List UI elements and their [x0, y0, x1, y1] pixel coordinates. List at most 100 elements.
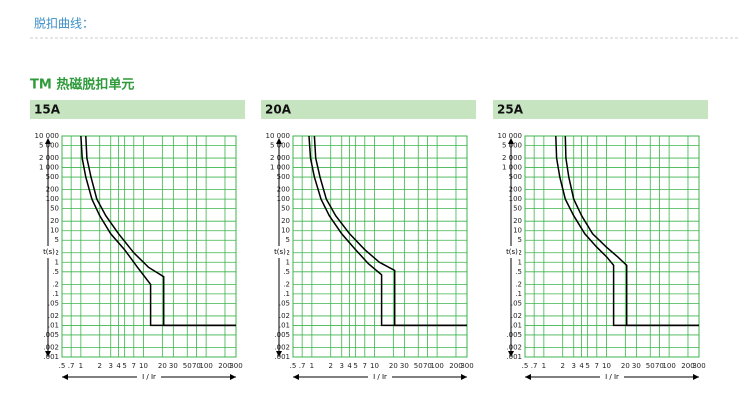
- y-axis-label: t(s): [506, 248, 518, 256]
- y-tick-label: .02: [48, 312, 59, 320]
- y-tick-label: .05: [511, 299, 522, 307]
- y-tick-label: 20: [281, 217, 290, 225]
- label-bg: [137, 372, 161, 382]
- x-tick-label: 70: [655, 362, 664, 370]
- y-tick-label: 1: [286, 258, 290, 266]
- x-tick-label: 1: [79, 362, 83, 370]
- x-tick-label: 30: [632, 362, 641, 370]
- y-tick-label: 500: [46, 173, 59, 181]
- y-tick-label: .005: [506, 331, 522, 339]
- y-tick-label: 10 000: [35, 132, 60, 140]
- x-tick-label: .5: [290, 362, 297, 370]
- x-tick-label: 50: [414, 362, 423, 370]
- y-tick-label: 1: [55, 258, 59, 266]
- x-tick-label: 100: [662, 362, 675, 370]
- y-tick-label: .01: [48, 321, 59, 329]
- x-tick-label: 20: [158, 362, 167, 370]
- y-tick-label: .2: [283, 280, 290, 288]
- x-tick-label: 4: [347, 362, 352, 370]
- y-tick-label: .5: [283, 268, 290, 276]
- y-tick-label: .05: [279, 299, 290, 307]
- x-tick-label: 10: [370, 362, 379, 370]
- x-tick-label: 1: [542, 362, 546, 370]
- panel-title: 25A: [497, 103, 524, 117]
- y-tick-label: 5 000: [39, 142, 59, 150]
- x-tick-label: 4: [579, 362, 584, 370]
- x-tick-label: 50: [646, 362, 655, 370]
- y-tick-label: 5: [286, 236, 290, 244]
- y-tick-label: 500: [509, 173, 522, 181]
- y-tick-label: 200: [509, 186, 522, 194]
- x-tick-label: .7: [299, 362, 306, 370]
- y-tick-label: 1: [518, 258, 522, 266]
- panel-title: 15A: [34, 103, 61, 117]
- arrow-head: [508, 351, 514, 357]
- y-tick-label: 1 000: [270, 164, 290, 172]
- y-tick-label: 2: [518, 249, 522, 257]
- y-tick-label: 50: [50, 205, 59, 213]
- x-tick-label: 3: [572, 362, 576, 370]
- x-tick-label: 7: [595, 362, 599, 370]
- y-tick-label: .001: [43, 353, 59, 361]
- x-tick-label: 100: [199, 362, 212, 370]
- y-tick-label: .02: [279, 312, 290, 320]
- x-tick-label: 70: [423, 362, 432, 370]
- y-tick-label: 5: [518, 236, 522, 244]
- x-tick-label: 70: [192, 362, 201, 370]
- trip-curve: [80, 135, 236, 327]
- plot-frame: [61, 135, 237, 358]
- y-tick-label: 20: [50, 217, 59, 225]
- x-tick-label: 10: [602, 362, 611, 370]
- x-tick-label: 300: [460, 362, 473, 370]
- x-tick-label: 7: [132, 362, 136, 370]
- trip-curve: [313, 135, 467, 327]
- y-tick-label: 5 000: [270, 142, 290, 150]
- section-title: TM 热磁脱扣单元: [30, 77, 134, 93]
- y-tick-label: 5: [55, 236, 59, 244]
- y-tick-label: 100: [46, 195, 59, 203]
- y-tick-label: .5: [515, 268, 522, 276]
- arrow-head: [525, 374, 531, 380]
- arrow-head: [461, 374, 467, 380]
- x-axis-label: I / Ir: [605, 373, 619, 381]
- y-tick-label: 50: [281, 205, 290, 213]
- trip-curve: [85, 135, 236, 327]
- y-tick-label: .1: [52, 290, 59, 298]
- y-tick-label: 1 000: [39, 164, 59, 172]
- y-tick-label: 10 000: [266, 132, 291, 140]
- arrow-head: [62, 374, 68, 380]
- x-tick-label: 30: [400, 362, 409, 370]
- y-tick-label: 10 000: [498, 132, 523, 140]
- y-tick-label: 2: [286, 249, 290, 257]
- x-tick-label: 30: [169, 362, 178, 370]
- y-tick-label: .01: [511, 321, 522, 329]
- x-tick-label: 300: [692, 362, 705, 370]
- y-tick-label: 100: [277, 195, 290, 203]
- label-bg: [368, 372, 392, 382]
- plot-frame: [292, 135, 468, 358]
- y-tick-label: 5 000: [502, 142, 522, 150]
- y-tick-label: .002: [274, 343, 290, 351]
- panel-header: [30, 100, 245, 119]
- page-title: 脱扣曲线：: [34, 16, 94, 31]
- y-tick-label: 200: [277, 186, 290, 194]
- x-tick-label: 2: [97, 362, 101, 370]
- y-tick-label: .01: [279, 321, 290, 329]
- y-tick-label: 2 000: [502, 154, 522, 162]
- x-tick-label: 4: [116, 362, 121, 370]
- panel-header: [261, 100, 476, 119]
- x-tick-label: 20: [389, 362, 398, 370]
- arrow-head: [293, 374, 299, 380]
- x-tick-label: 20: [621, 362, 630, 370]
- label-bg: [505, 246, 519, 258]
- label-bg: [42, 246, 56, 258]
- y-axis-label: t(s): [274, 248, 286, 256]
- x-tick-label: 5: [585, 362, 589, 370]
- x-tick-label: 200: [449, 362, 462, 370]
- y-tick-label: .1: [515, 290, 522, 298]
- x-axis-label: I / Ir: [373, 373, 387, 381]
- x-tick-label: .5: [59, 362, 66, 370]
- x-tick-label: 3: [340, 362, 344, 370]
- x-tick-label: .5: [522, 362, 529, 370]
